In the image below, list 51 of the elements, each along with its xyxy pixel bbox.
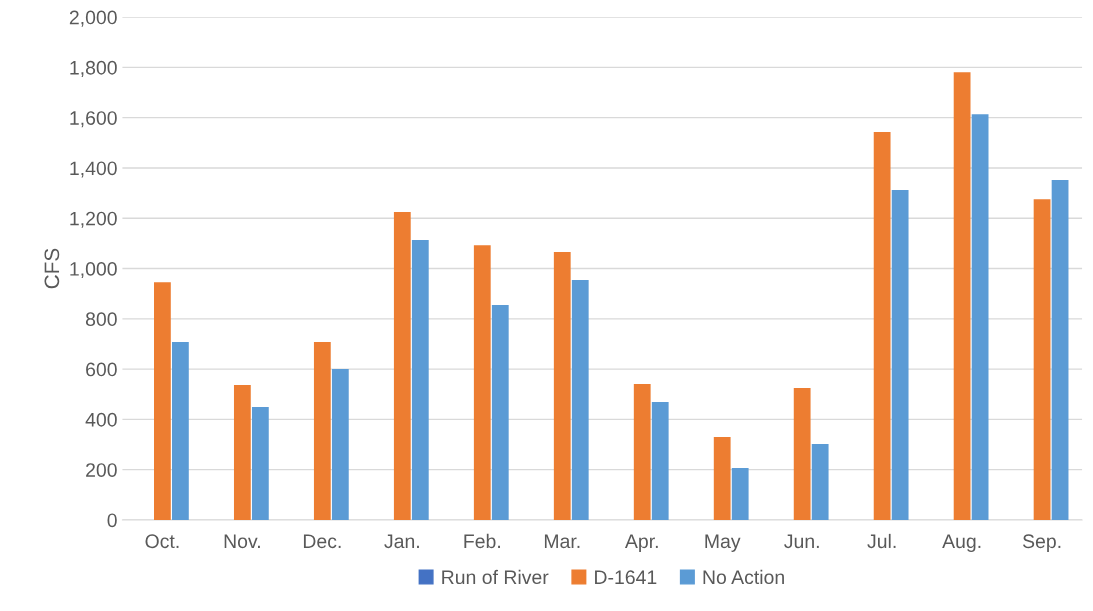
bar: [1051, 180, 1069, 520]
bar: [971, 114, 989, 520]
bar: [793, 387, 811, 520]
bar: [393, 211, 411, 520]
legend-label: D-1641: [595, 570, 657, 585]
y-tick-label: 1,600: [70, 111, 117, 128]
x-tick-label: May: [705, 534, 741, 552]
x-tick-label: Jun.: [784, 534, 819, 549]
bar: [172, 341, 189, 520]
y-tick-label: 2,000: [69, 10, 117, 27]
bar: [731, 467, 749, 520]
y-tick-label: 600: [86, 362, 117, 377]
bar: [313, 341, 331, 520]
bar: [713, 436, 731, 520]
bar: [873, 132, 891, 520]
bar: [553, 251, 571, 520]
legend-label: Run of River: [442, 569, 549, 585]
bar: [633, 383, 651, 520]
x-tick-label: Aug.: [942, 534, 981, 552]
x-tick-label: Apr.: [624, 534, 658, 552]
bar: [811, 444, 829, 520]
x-tick-label: Mar.: [544, 534, 580, 549]
x-tick-label: Oct.: [145, 534, 179, 549]
y-tick-label: 200: [86, 463, 117, 477]
bar: [891, 190, 909, 520]
y-tick-label: 800: [85, 312, 117, 327]
y-tick-label: 1,200: [70, 211, 117, 228]
y-tick-label: 400: [85, 412, 117, 427]
bar: [233, 384, 251, 520]
y-tick-label: 1,000: [70, 262, 117, 279]
y-tick-label: 1,800: [70, 60, 117, 77]
bar: [473, 245, 491, 520]
bar: [651, 402, 669, 520]
bar: [953, 72, 971, 520]
bar: [491, 304, 509, 520]
bar: [571, 280, 589, 520]
x-tick-label: Feb.: [464, 533, 500, 549]
x-tick-label: Dec.: [303, 534, 341, 549]
legend-label: No Action: [703, 569, 784, 585]
bar: [154, 282, 171, 520]
y-tick-label: 1,400: [70, 161, 117, 178]
x-tick-label: Jan.: [384, 534, 419, 549]
bar: [251, 407, 269, 520]
x-tick-label: Jul.: [867, 533, 896, 549]
x-tick-label: Nov.: [224, 534, 260, 549]
x-tick-label: Sep.: [1022, 534, 1061, 552]
y-axis-title: CFS: [44, 248, 60, 289]
bar: [331, 369, 349, 520]
bar: [1033, 199, 1051, 520]
y-tick-label: 0: [107, 513, 117, 528]
bar: [411, 240, 429, 520]
